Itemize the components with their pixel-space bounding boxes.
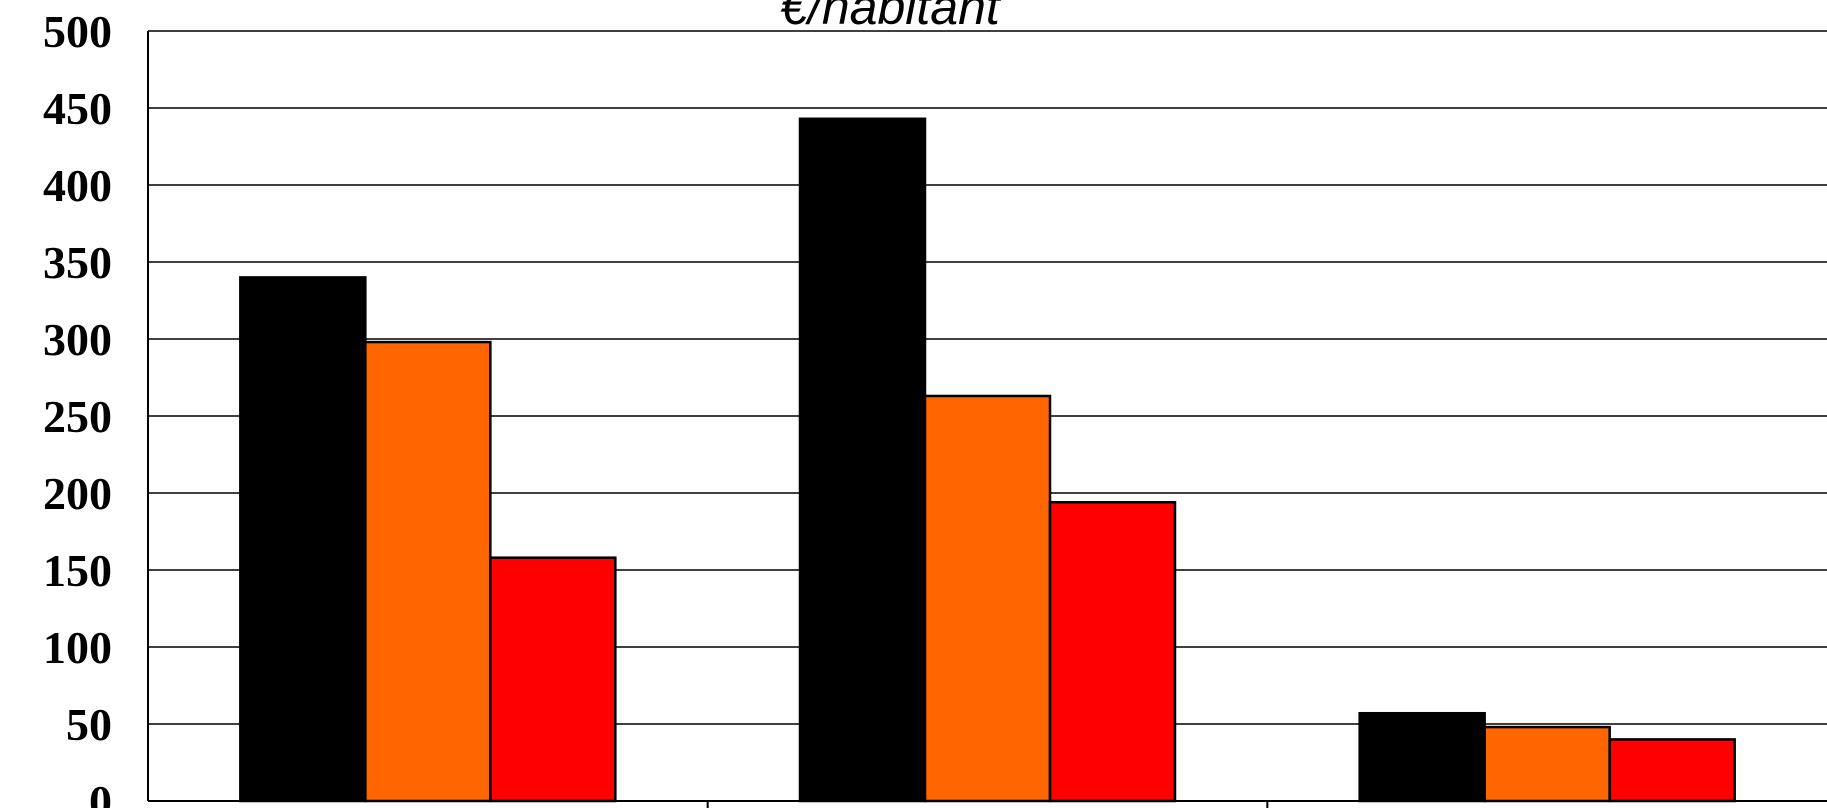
bar-group1-series3 [490,558,615,801]
bar-group2-series2 [925,396,1050,801]
y-tick-label-250: 250 [43,391,112,442]
y-axis-tick-labels: 0 50 100 150 200 250 300 350 400 450 500 [43,6,112,808]
y-tick-label-50: 50 [66,699,112,750]
y-tick-label-350: 350 [43,237,112,288]
y-tick-label-100: 100 [43,622,112,673]
bar-group3-series3 [1610,739,1735,801]
bar-group2-series3 [1050,502,1175,801]
y-tick-label-400: 400 [43,160,112,211]
bar-group2-series1 [800,119,925,801]
y-tick-label-200: 200 [43,468,112,519]
bars [240,119,1734,801]
bar-group1-series2 [365,342,490,801]
y-tick-label-0: 0 [89,776,112,808]
y-tick-label-150: 150 [43,545,112,596]
y-tick-label-500: 500 [43,6,112,57]
bar-group3-series1 [1360,713,1485,801]
y-tick-label-300: 300 [43,314,112,365]
bar-group1-series1 [240,277,365,801]
bar-group3-series2 [1485,727,1610,801]
chart-title: €/habitant [780,0,1002,35]
y-tick-label-450: 450 [43,83,112,134]
